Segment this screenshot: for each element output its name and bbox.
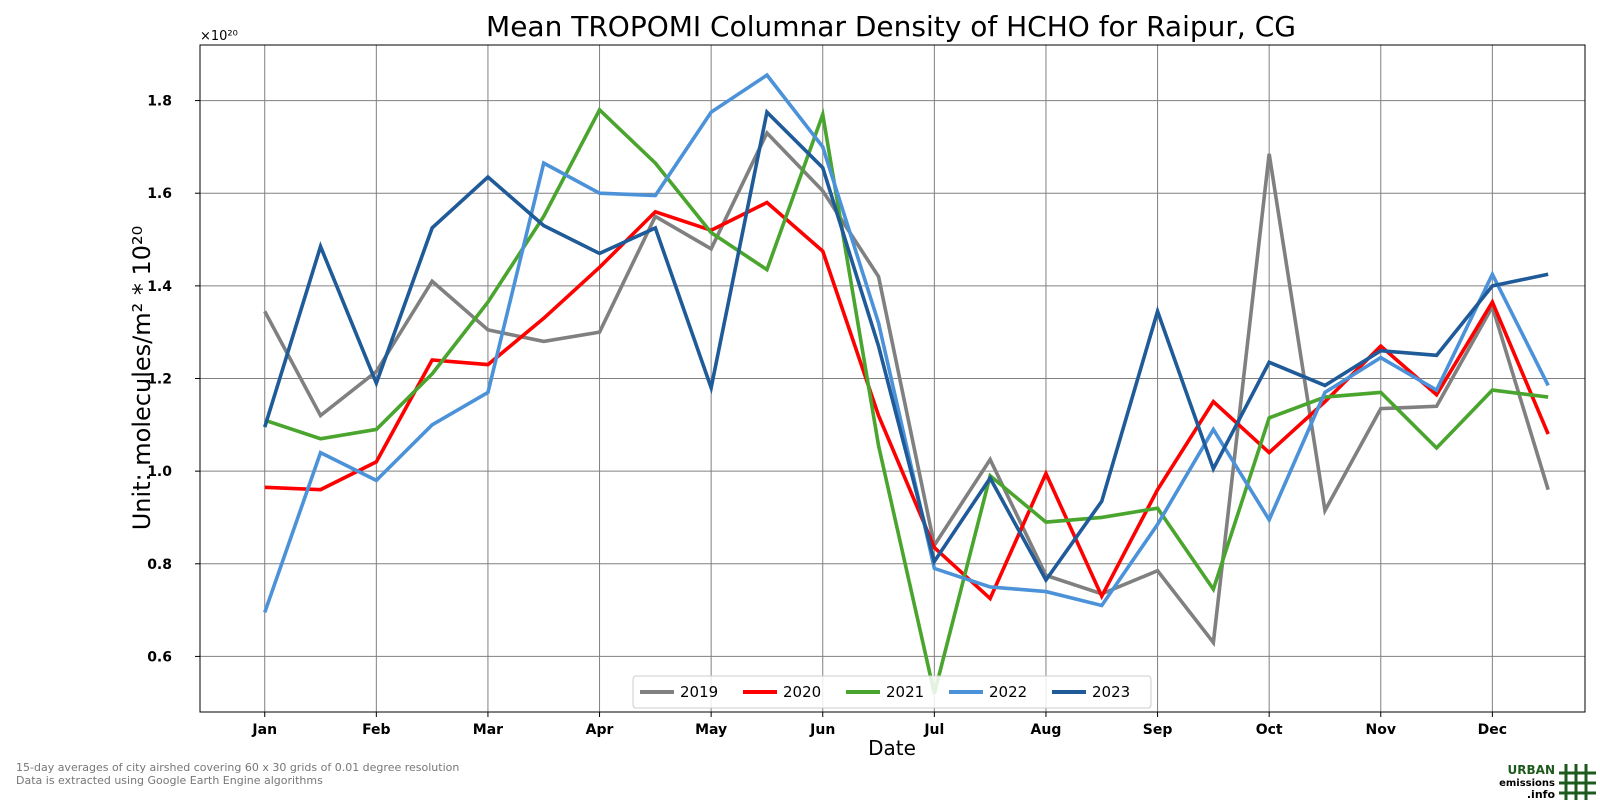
x-tick-label: May — [695, 722, 727, 738]
logo-line-3: .info — [1527, 788, 1556, 800]
x-tick-label: Jan — [251, 722, 277, 738]
grid-logo-icon — [1559, 764, 1596, 800]
series-line-2023 — [263, 108, 1549, 584]
y-tick-label: 1.0 — [147, 464, 172, 480]
series-lines — [263, 72, 1550, 694]
y-axis: 0.6 0.8 1.0 1.2 1.4 1.6 1.8 — [147, 94, 200, 665]
grid — [200, 45, 1585, 712]
legend-box — [632, 675, 1152, 709]
y-offset-label: ×10²⁰ — [200, 29, 238, 44]
legend-label-2021: 2021 — [886, 683, 924, 701]
x-tick-label: Aug — [1031, 722, 1062, 738]
series-line-2021 — [264, 106, 1549, 694]
x-tick-label: Nov — [1366, 722, 1396, 738]
logo-line-1: URBAN — [1508, 763, 1555, 777]
legend: 2019 2020 2021 2022 2023 — [632, 675, 1152, 709]
legend-label-2020: 2020 — [783, 683, 821, 701]
y-tick-label: 1.8 — [147, 94, 172, 110]
series-line-2020 — [264, 200, 1550, 602]
x-axis: Jan Feb Mar Apr May Jun Jul Aug Sep Oct Nov Dec — [251, 712, 1507, 738]
x-tick-label: Sep — [1143, 722, 1173, 738]
legend-label-2019: 2019 — [680, 683, 718, 701]
footnote-line-2: Data is extracted using Google Earth Eng… — [16, 774, 323, 787]
series-line-2019 — [263, 129, 1550, 648]
y-tick-label: 0.8 — [147, 557, 172, 573]
chart-title: Mean TROPOMI Columnar Density of HCHO fo… — [486, 10, 1296, 43]
logo-line-2: emissions — [1499, 778, 1555, 789]
x-tick-label: Oct — [1256, 722, 1283, 738]
y-axis-label: Unit: molecules/m² * 10²⁰ — [128, 226, 156, 531]
legend-label-2023: 2023 — [1092, 683, 1130, 701]
footnote-line-1: 15-day averages of city airshed covering… — [16, 761, 459, 774]
x-tick-label: Jul — [923, 722, 944, 738]
urban-emissions-logo: URBAN emissions .info — [1499, 763, 1596, 800]
x-tick-label: Dec — [1478, 722, 1507, 738]
x-axis-label: Date — [868, 736, 916, 760]
x-tick-label: Apr — [586, 722, 614, 738]
legend-label-2022: 2022 — [989, 683, 1027, 701]
series-line-2022 — [263, 72, 1550, 614]
x-tick-label: Jun — [809, 722, 835, 738]
y-tick-label: 1.6 — [147, 186, 172, 202]
x-tick-label: Feb — [362, 722, 391, 738]
x-tick-label: Mar — [473, 722, 503, 738]
y-tick-label: 1.4 — [147, 279, 172, 295]
y-tick-label: 1.2 — [147, 372, 172, 388]
y-tick-label: 0.6 — [147, 649, 172, 665]
